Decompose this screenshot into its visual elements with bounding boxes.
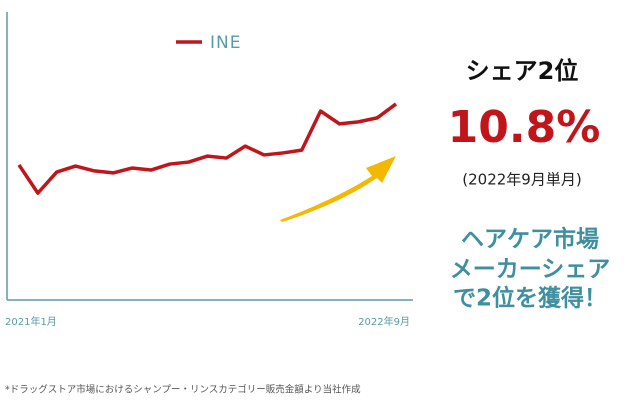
share-value: 10.8% [448, 102, 601, 153]
series-line [17, 102, 398, 195]
message-line: で2位を獲得！ [453, 285, 607, 312]
message-line: ヘアケア市場 [461, 226, 599, 253]
trend-arrow [280, 156, 396, 222]
heading: シェア2位 [466, 57, 579, 85]
legend-label: INE [210, 33, 241, 53]
x-tick-label: 2022年9月 [358, 315, 410, 328]
period: (2022年9月単月) [462, 171, 581, 189]
message-line: メーカーシェア [450, 257, 611, 283]
footnote: *ドラッグストア市場におけるシャンプー・リンスカテゴリー販売金額より当社作成 [5, 384, 361, 396]
x-tick-label: 2021年1月 [5, 315, 57, 328]
